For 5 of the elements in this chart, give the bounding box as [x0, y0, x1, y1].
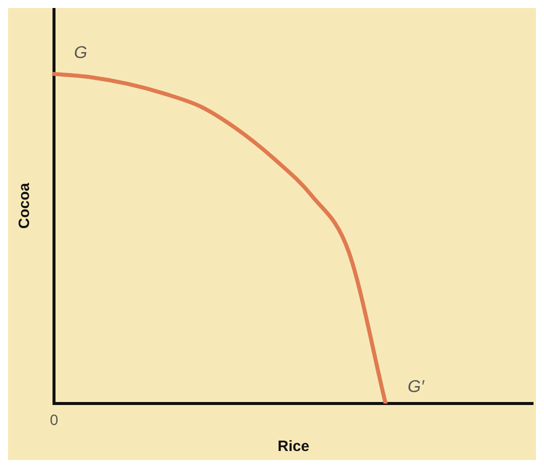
- text: 0: [50, 412, 58, 430]
- y-axis-title: Cocoa: [16, 182, 34, 229]
- annotation: G′: [408, 376, 425, 396]
- text: G: [74, 43, 88, 62]
- x-axis-title: Rice: [278, 438, 310, 456]
